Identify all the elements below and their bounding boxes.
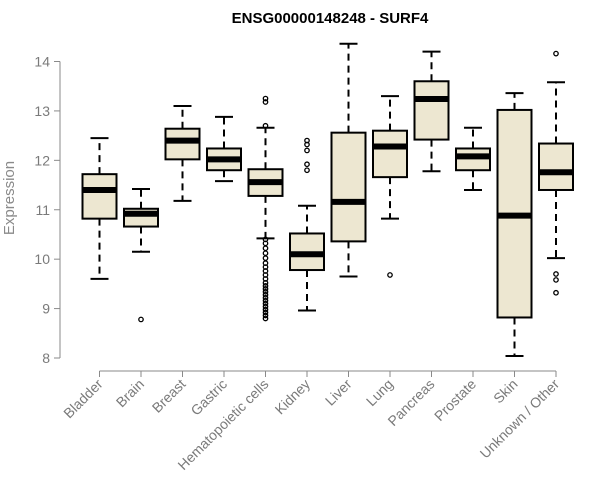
iqr-box xyxy=(164,127,201,161)
x-tick-label: Breast xyxy=(149,376,189,416)
box-prostate xyxy=(455,126,491,191)
outlier-point xyxy=(262,95,269,102)
x-tick-label: Unknown / Other xyxy=(477,376,563,462)
outlier-point xyxy=(262,312,269,319)
outlier-point xyxy=(262,303,269,310)
y-tick-label: 14 xyxy=(34,54,50,70)
outlier-point xyxy=(262,294,269,301)
outlier-point xyxy=(262,245,269,252)
y-axis: 8 9 10 11 12 13 14 xyxy=(34,54,61,366)
iqr-box xyxy=(81,173,118,220)
box-skin xyxy=(496,92,533,358)
outlier-point xyxy=(262,288,269,295)
outlier-point xyxy=(553,289,559,296)
x-tick-label: Prostate xyxy=(431,376,479,424)
y-tick-label: 11 xyxy=(35,202,50,218)
box-gastric xyxy=(206,115,242,183)
outlier-point xyxy=(262,300,269,307)
y-tick-label: 9 xyxy=(42,301,50,317)
outlier-point xyxy=(553,50,559,57)
outlier-point xyxy=(262,297,269,304)
outlier-point xyxy=(553,271,559,277)
outlier-point xyxy=(262,255,269,262)
x-tick-label: Brain xyxy=(113,376,147,410)
outlier-point xyxy=(262,250,269,257)
outlier-point xyxy=(262,99,269,105)
x-tick-label: Skin xyxy=(490,376,521,407)
box-kidney xyxy=(289,137,325,312)
y-tick-label: 12 xyxy=(34,152,50,168)
outlier-point xyxy=(387,272,393,278)
x-tick-label: Bladder xyxy=(60,376,106,422)
outlier-point xyxy=(304,141,310,148)
outlier-point xyxy=(304,147,310,154)
x-tick-label: Kidney xyxy=(272,376,314,418)
box-breast xyxy=(164,104,201,202)
outlier-point xyxy=(304,167,310,174)
box-liver xyxy=(330,42,367,278)
y-tick-label: 8 xyxy=(42,350,50,366)
iqr-box xyxy=(413,80,450,141)
iqr-box xyxy=(330,131,367,243)
iqr-box xyxy=(372,129,408,179)
y-axis-label: Expression xyxy=(1,161,18,235)
x-tick-label: Lung xyxy=(363,376,396,409)
outlier-point xyxy=(138,316,144,323)
outlier-point xyxy=(304,161,310,168)
outlier-point xyxy=(262,309,269,316)
box-pancreas xyxy=(413,50,450,173)
box-bladder xyxy=(81,137,118,280)
box-lung xyxy=(372,95,408,278)
outlier-point xyxy=(262,306,269,313)
chart-title: ENSG00000148248 - SURF4 xyxy=(232,10,429,27)
outlier-point xyxy=(262,283,269,289)
outlier-point xyxy=(262,280,269,286)
outlier-point xyxy=(262,285,269,292)
box-unknown-other xyxy=(538,50,574,296)
box-hematopoietic-cells xyxy=(247,95,284,322)
outlier-point xyxy=(262,291,269,298)
outlier-point xyxy=(262,122,269,129)
outlier-point xyxy=(553,277,559,283)
boxes-group xyxy=(81,42,574,358)
x-tick-label: Liver xyxy=(322,376,355,409)
box-brain xyxy=(123,187,159,323)
iqr-box xyxy=(538,142,574,191)
y-tick-label: 13 xyxy=(34,103,50,119)
outlier-point xyxy=(262,315,269,322)
y-tick-label: 10 xyxy=(34,251,50,267)
